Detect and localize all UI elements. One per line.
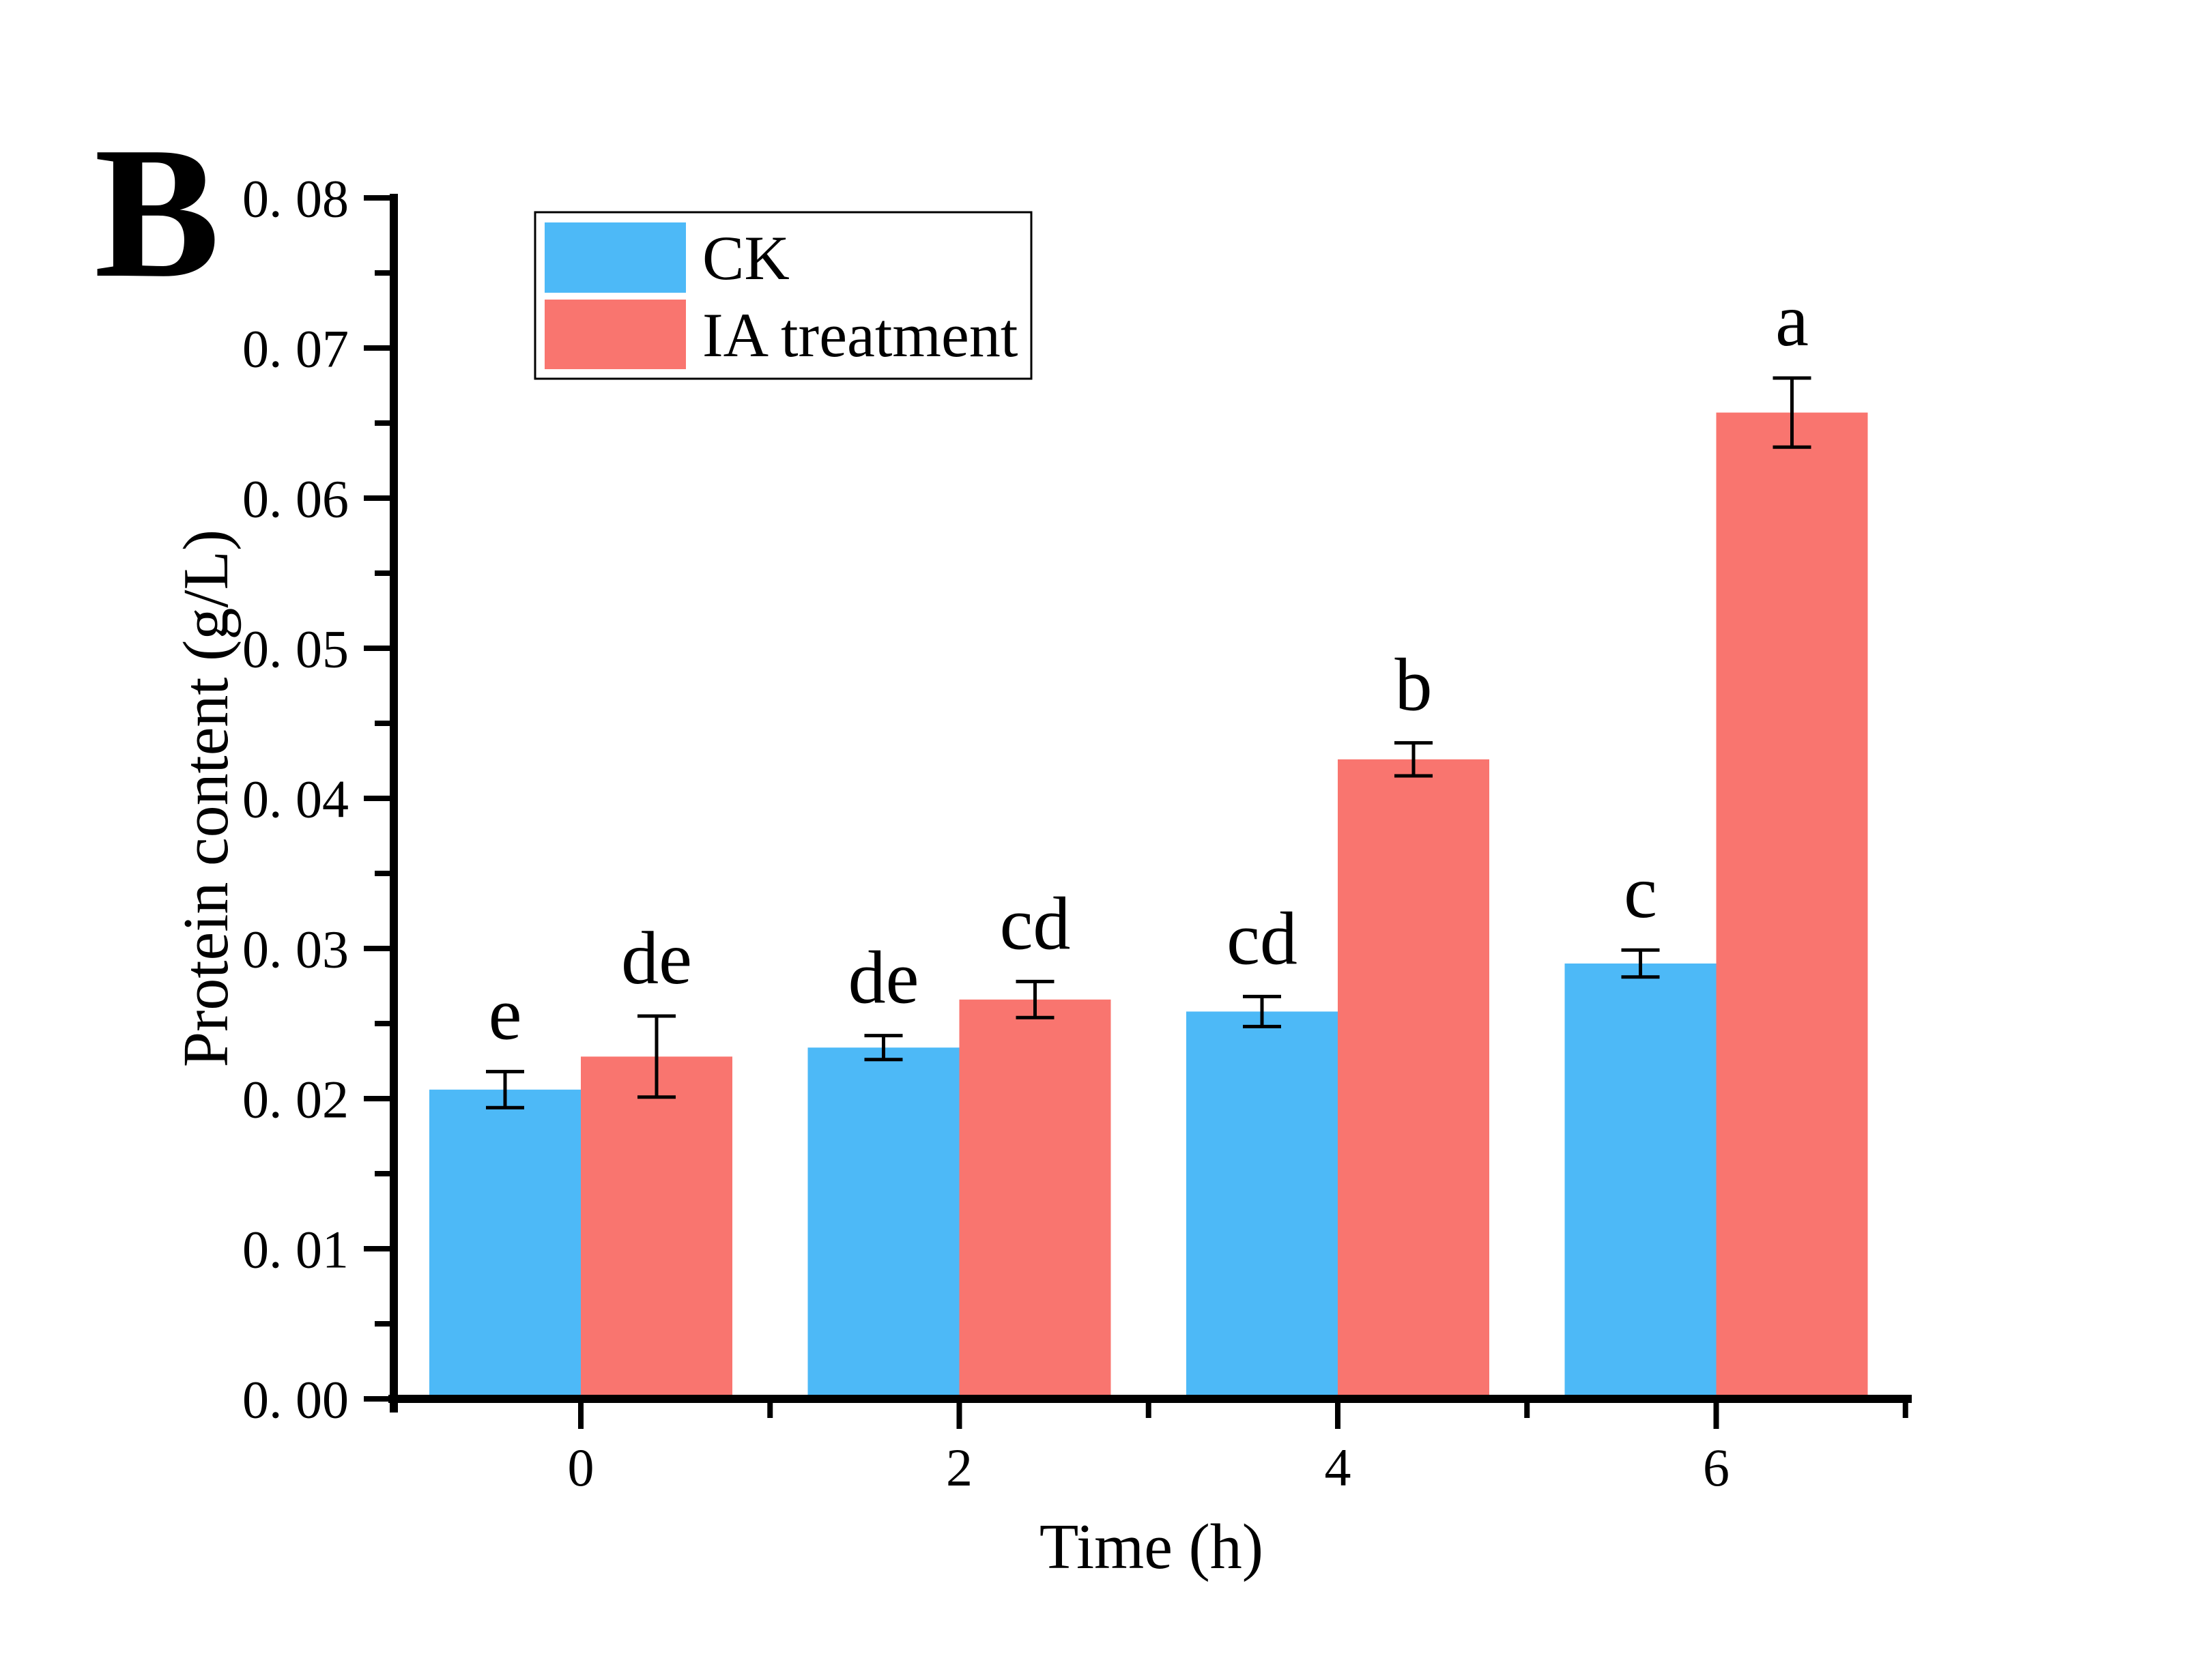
y-major-tick bbox=[364, 1396, 390, 1402]
bar-ia-treatment-0h bbox=[581, 1056, 732, 1399]
x-tick-label: 6 bbox=[1703, 1438, 1730, 1497]
x-minor-tick bbox=[1524, 1403, 1530, 1418]
legend-label-ia-treatment: IA treatment bbox=[702, 300, 1018, 370]
x-axis-title: Time (h) bbox=[1039, 1511, 1263, 1582]
y-axis-title: Protein content (g/L) bbox=[171, 530, 242, 1067]
y-tick-label: 0. 07 bbox=[242, 319, 349, 378]
y-tick-label: 0. 04 bbox=[242, 769, 349, 828]
legend-swatch-ck bbox=[545, 222, 686, 293]
y-major-tick bbox=[364, 1246, 390, 1251]
legend-box bbox=[534, 211, 1033, 380]
y-axis-line bbox=[390, 194, 398, 1413]
significance-letter: a bbox=[1775, 278, 1809, 362]
y-minor-tick bbox=[375, 1171, 390, 1176]
y-tick-label: 0. 08 bbox=[242, 169, 349, 228]
legend-swatch-ia-treatment bbox=[545, 300, 686, 369]
significance-letter: de bbox=[621, 916, 692, 1000]
x-major-tick bbox=[1335, 1403, 1340, 1429]
x-minor-tick bbox=[1902, 1403, 1908, 1418]
y-major-tick bbox=[364, 1096, 390, 1101]
significance-letter: cd bbox=[1000, 882, 1071, 965]
bar-ck-0h bbox=[429, 1089, 581, 1399]
bar-ck-6h bbox=[1564, 964, 1717, 1399]
significance-letter: c bbox=[1624, 850, 1657, 933]
y-minor-tick bbox=[375, 570, 390, 576]
x-axis-line bbox=[388, 1395, 1912, 1403]
y-major-tick bbox=[364, 646, 390, 651]
y-tick-label: 0. 00 bbox=[242, 1370, 349, 1429]
bar-ck-2h bbox=[807, 1047, 960, 1399]
y-minor-tick bbox=[375, 420, 390, 426]
y-tick-label: 0. 03 bbox=[242, 919, 349, 979]
y-tick-label: 0. 05 bbox=[242, 619, 349, 678]
significance-letter: b bbox=[1395, 643, 1433, 727]
y-major-tick bbox=[364, 946, 390, 951]
y-minor-tick bbox=[375, 1321, 390, 1327]
y-major-tick bbox=[364, 195, 390, 201]
x-tick-label: 4 bbox=[1325, 1438, 1351, 1497]
bar-ia-treatment-6h bbox=[1716, 412, 1868, 1399]
y-major-tick bbox=[364, 495, 390, 501]
y-tick-label: 0. 06 bbox=[242, 469, 349, 528]
x-minor-tick bbox=[767, 1403, 773, 1418]
bar-ia-treatment-4h bbox=[1338, 759, 1489, 1399]
y-tick-label: 0. 01 bbox=[242, 1219, 349, 1279]
y-major-tick bbox=[364, 345, 390, 351]
y-minor-tick bbox=[375, 270, 390, 276]
legend-label-ck: CK bbox=[702, 223, 790, 293]
y-major-tick bbox=[364, 796, 390, 801]
legend: CK IA treatment bbox=[534, 211, 1033, 380]
bar-ia-treatment-2h bbox=[959, 999, 1111, 1399]
x-major-tick bbox=[1713, 1403, 1719, 1429]
y-minor-tick bbox=[375, 1021, 390, 1026]
significance-letter: e bbox=[489, 972, 522, 1055]
y-minor-tick bbox=[375, 871, 390, 876]
x-major-tick bbox=[578, 1403, 584, 1429]
y-tick-label: 0. 02 bbox=[242, 1069, 349, 1129]
panel-label: B bbox=[94, 108, 220, 317]
x-tick-label: 2 bbox=[946, 1438, 973, 1497]
x-tick-label: 0 bbox=[568, 1438, 594, 1497]
significance-letter: cd bbox=[1226, 897, 1297, 980]
significance-letter: de bbox=[848, 936, 919, 1019]
y-minor-tick bbox=[375, 721, 390, 726]
x-minor-tick bbox=[1145, 1403, 1151, 1418]
x-major-tick bbox=[956, 1403, 962, 1429]
bar-ck-4h bbox=[1186, 1011, 1338, 1399]
